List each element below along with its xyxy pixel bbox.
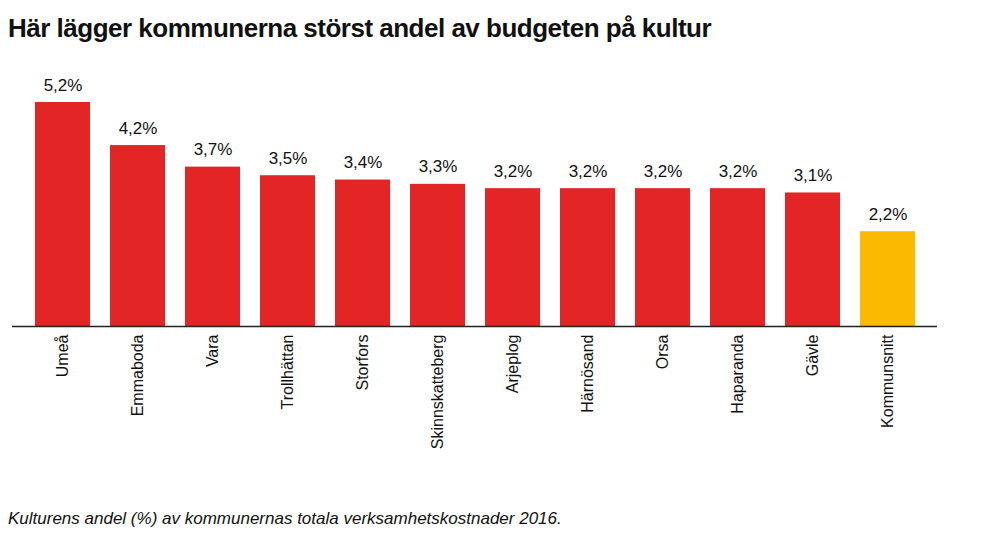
svg-text:3,2%: 3,2% [494,162,533,181]
svg-text:Vara: Vara [204,334,221,367]
svg-text:Orsa: Orsa [654,334,671,369]
svg-text:3,2%: 3,2% [644,162,683,181]
svg-text:3,3%: 3,3% [419,157,458,176]
svg-text:Gävle: Gävle [804,334,821,376]
svg-text:Skinnskatteberg: Skinnskatteberg [429,335,446,450]
svg-text:5,2%: 5,2% [44,76,83,95]
svg-text:Storfors: Storfors [354,335,371,391]
svg-text:3,5%: 3,5% [269,149,308,168]
svg-text:3,2%: 3,2% [719,162,758,181]
svg-text:3,2%: 3,2% [569,162,608,181]
svg-text:3,1%: 3,1% [794,166,833,185]
html-text:Här lägger kommunerna störst a: Här lägger kommunerna störst andel av bu… [8,13,711,43]
svg-text:Kommunsnitt: Kommunsnitt [879,334,896,428]
svg-text:Härnösand: Härnösand [579,335,596,413]
html-text:Kulturens andel (%) av kommune: Kulturens andel (%) av kommunernas total… [8,509,562,528]
svg-text:3,7%: 3,7% [194,140,233,159]
svg-text:Arjeplog: Arjeplog [504,335,521,394]
svg-text:3,4%: 3,4% [344,153,383,172]
svg-text:Umeå: Umeå [54,334,71,377]
svg-text:Emmaboda: Emmaboda [129,334,146,416]
svg-text:Trollhättan: Trollhättan [279,335,296,410]
svg-text:2,2%: 2,2% [869,205,908,224]
svg-text:Haparanda: Haparanda [729,334,746,413]
svg-text:4,2%: 4,2% [119,119,158,138]
